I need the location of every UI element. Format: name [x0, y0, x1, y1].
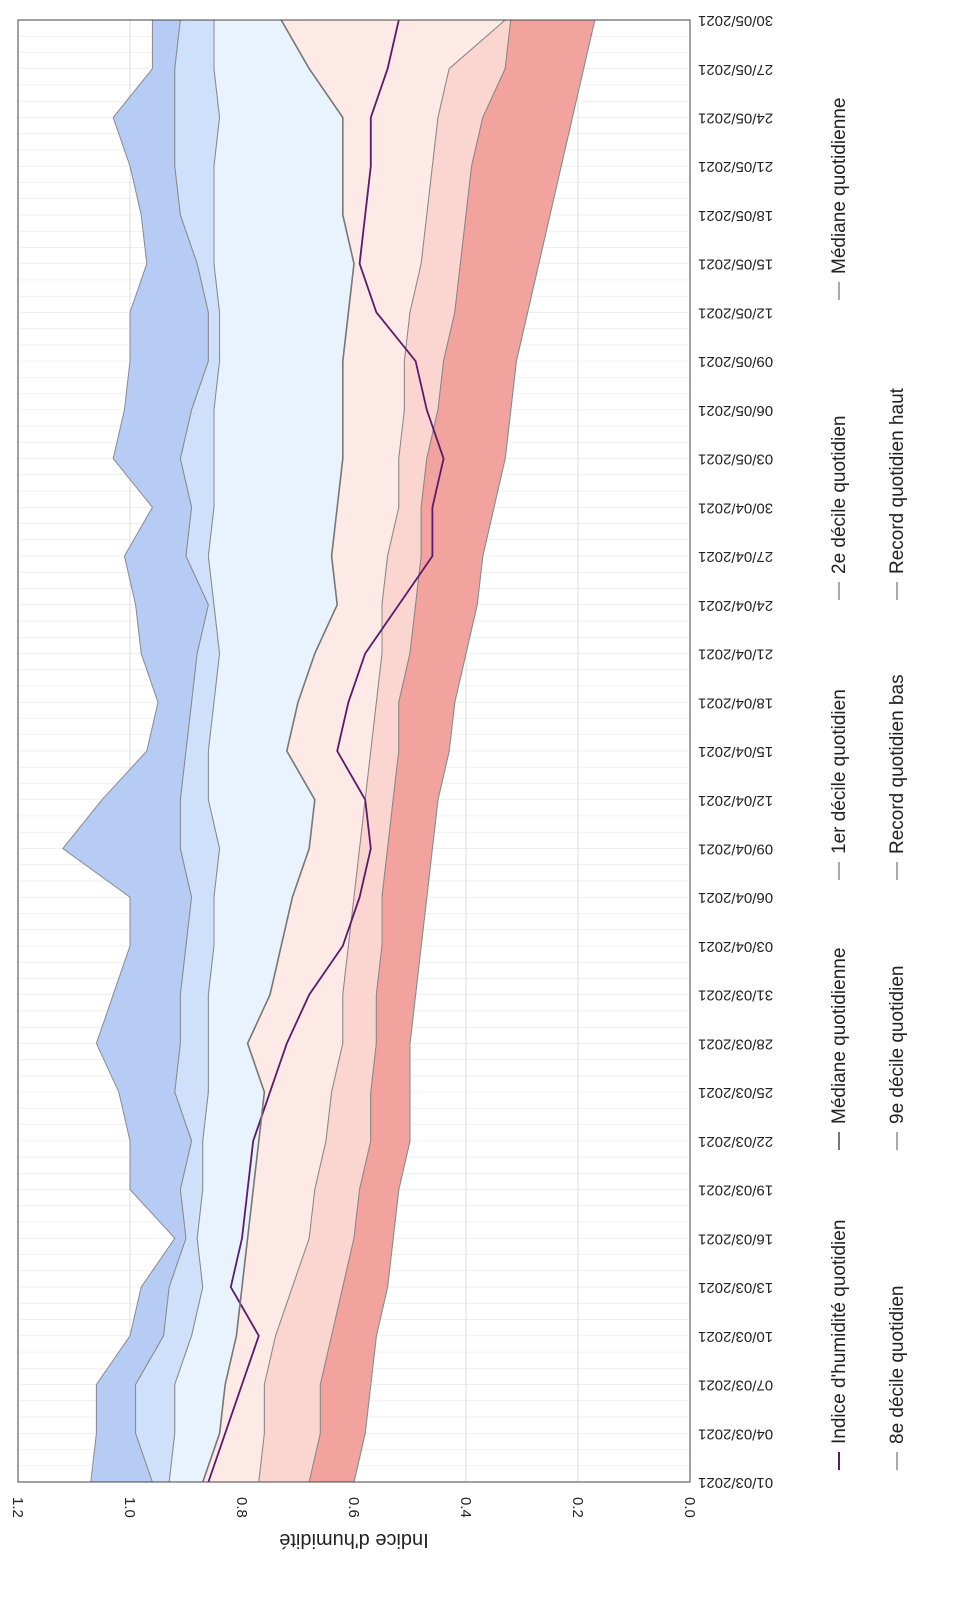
y-tick-label: 1.0: [121, 1497, 138, 1518]
x-tick-label: 24/05/2021: [698, 109, 773, 126]
y-tick-label: 0.2: [569, 1497, 586, 1518]
legend-item: 9e décile quotidien: [887, 966, 908, 1150]
legend-item: Record quotidien bas: [887, 674, 908, 880]
legend-item: 8e décile quotidien: [887, 1286, 908, 1470]
x-tick-label: 03/04/2021: [698, 938, 773, 955]
x-tick-labels: 01/03/2021 04/03/2021 07/03/2021 10/03/2021…: [698, 12, 773, 1491]
legend-item: 2e décile quotidien: [829, 416, 850, 600]
legend-label: Record quotidien haut: [887, 387, 908, 574]
x-tick-label: 04/03/2021: [698, 1425, 773, 1442]
legend: Indice d'humidité quotidien Médiane quoti…: [829, 98, 908, 1470]
plot-frame: [17, 19, 691, 1483]
x-tick-label: 30/04/2021: [698, 499, 773, 516]
legend-item: Médiane quotidienne: [829, 948, 850, 1150]
series-line-observed: [207, 19, 445, 1483]
y-tick-label: 0.0: [681, 1497, 698, 1518]
x-tick-label: 09/04/2021: [698, 840, 773, 857]
legend-label: Médiane quotidienne: [829, 948, 850, 1124]
y-tick-labels: 0.0 0.2 0.4 0.6 0.8 1.0 1.2: [9, 1497, 698, 1518]
legend-label: Record quotidien bas: [887, 674, 908, 854]
y-axis-title: Indice d'humidité: [279, 1529, 428, 1551]
x-tick-label: 28/03/2021: [698, 1035, 773, 1052]
x-tick-label: 01/03/2021: [698, 1474, 773, 1491]
x-tick-label: 27/05/2021: [698, 61, 773, 78]
x-tick-label: 15/04/2021: [698, 743, 773, 760]
x-tick-label: 07/03/2021: [698, 1377, 773, 1394]
y-tick-label: 0.8: [233, 1497, 250, 1518]
band-areas: [62, 19, 596, 1483]
x-tick-label: 12/05/2021: [698, 304, 773, 321]
x-tick-label: 25/03/2021: [698, 1084, 773, 1101]
legend-item: Record quotidien haut: [887, 387, 908, 600]
y-tick-label: 0.4: [457, 1497, 474, 1518]
legend-label: 2e décile quotidien: [829, 416, 850, 574]
x-tick-label: 27/04/2021: [698, 548, 773, 565]
x-tick-label: 21/05/2021: [698, 158, 773, 175]
x-tick-label: 24/04/2021: [698, 597, 773, 614]
x-tick-label: 22/03/2021: [698, 1133, 773, 1150]
legend-item: Médiane quotidienne: [829, 98, 850, 300]
legend-item: Indice d'humidité quotidien: [829, 1220, 850, 1470]
x-tick-label: 30/05/2021: [698, 12, 773, 29]
x-tick-label: 03/05/2021: [698, 451, 773, 468]
x-tick-label: 09/05/2021: [698, 353, 773, 370]
x-tick-label: 15/05/2021: [698, 256, 773, 273]
series-line-median_line: [202, 19, 355, 1483]
y-tick-label: 1.2: [9, 1497, 26, 1518]
legend-label: Médiane quotidienne: [829, 98, 850, 274]
x-tick-label: 13/03/2021: [698, 1279, 773, 1296]
legend-label: 9e décile quotidien: [887, 966, 908, 1124]
x-tick-label: 16/03/2021: [698, 1230, 773, 1247]
legend-label: Indice d'humidité quotidien: [829, 1220, 850, 1444]
legend-label: 1er décile quotidien: [829, 689, 850, 854]
x-tick-label: 18/05/2021: [698, 207, 773, 224]
legend-label: 8e décile quotidien: [887, 1286, 908, 1444]
x-tick-label: 21/04/2021: [698, 646, 773, 663]
series-lines: [202, 19, 445, 1483]
x-tick-label: 12/04/2021: [698, 792, 773, 809]
x-tick-label: 06/05/2021: [698, 402, 773, 419]
x-tick-label: 19/03/2021: [698, 1182, 773, 1199]
x-tick-label: 18/04/2021: [698, 694, 773, 711]
y-tick-label: 0.6: [345, 1497, 362, 1518]
x-tick-label: 10/03/2021: [698, 1328, 773, 1345]
x-tick-label: 31/03/2021: [698, 987, 773, 1004]
x-tick-label: 06/04/2021: [698, 889, 773, 906]
legend-item: 1er décile quotidien: [829, 689, 850, 880]
